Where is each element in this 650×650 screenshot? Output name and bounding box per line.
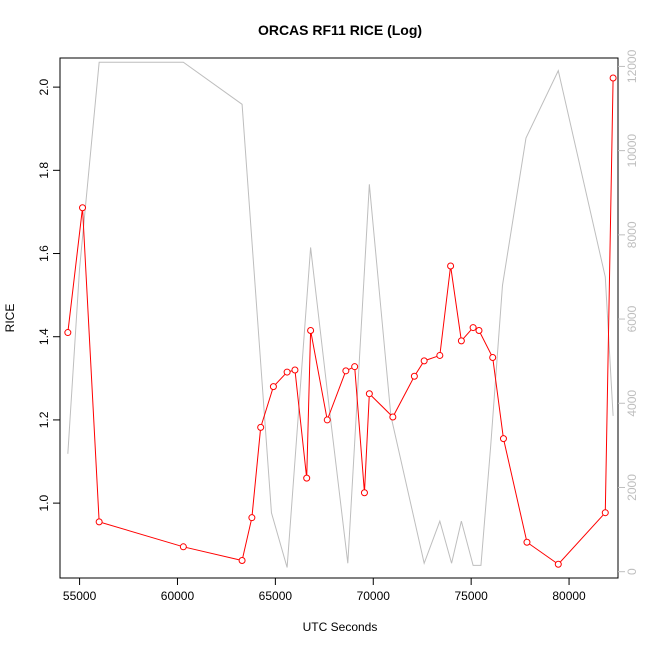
data-point xyxy=(475,326,483,334)
series-line-left xyxy=(67,77,614,565)
y2-tick-label: 4000 xyxy=(625,390,639,417)
data-point xyxy=(248,514,256,522)
data-point xyxy=(303,474,311,482)
y-tick-label: 1.2 xyxy=(37,411,51,428)
x-tick-label: 75000 xyxy=(454,589,488,603)
data-point xyxy=(410,372,418,380)
data-point xyxy=(523,538,531,546)
x-tick-label: 70000 xyxy=(357,589,391,603)
data-point xyxy=(79,204,87,212)
x-axis-label: UTC Seconds xyxy=(303,620,378,634)
y-axis: 1.0 1.2 1.4 1.6 1.8 2.0 xyxy=(37,78,60,511)
plot-box xyxy=(59,57,619,579)
data-point xyxy=(447,262,455,270)
data-point xyxy=(457,337,465,345)
y-tick-label: 2.0 xyxy=(37,78,51,95)
data-point xyxy=(269,383,277,391)
x-tick-label: 65000 xyxy=(259,589,293,603)
y2-tick-label: 8000 xyxy=(625,221,639,248)
series-line-right xyxy=(67,61,614,568)
data-point xyxy=(95,518,103,526)
y2-tick-label: 0 xyxy=(625,568,639,575)
data-point xyxy=(554,560,562,568)
x-axis: 55000 60000 65000 70000 75000 80000 xyxy=(63,578,586,603)
data-point xyxy=(469,324,477,332)
data-point xyxy=(257,423,265,431)
data-point xyxy=(238,557,246,565)
data-point xyxy=(601,509,609,517)
data-point xyxy=(323,416,331,424)
data-point xyxy=(307,326,315,334)
data-point xyxy=(360,489,368,497)
y2-axis: 0 2000 4000 6000 8000 10000 12000 xyxy=(618,49,639,575)
series-layer xyxy=(64,61,617,568)
x-tick-label: 80000 xyxy=(552,589,586,603)
y2-tick-label: 2000 xyxy=(625,474,639,501)
data-point xyxy=(291,366,299,374)
y-tick-label: 1.4 xyxy=(37,328,51,345)
y2-tick-label: 10000 xyxy=(625,134,639,168)
data-point xyxy=(283,368,291,376)
data-point xyxy=(365,390,373,398)
data-point xyxy=(389,413,397,421)
data-point xyxy=(489,354,497,362)
data-point xyxy=(420,357,428,365)
y-tick-label: 1.0 xyxy=(37,494,51,511)
data-point xyxy=(342,367,350,375)
data-point xyxy=(351,363,359,371)
y-tick-label: 1.8 xyxy=(37,162,51,179)
data-point xyxy=(609,74,617,82)
x-tick-label: 55000 xyxy=(63,589,97,603)
data-point xyxy=(179,543,187,551)
y2-tick-label: 6000 xyxy=(625,305,639,332)
data-point xyxy=(499,435,507,443)
x-tick-label: 60000 xyxy=(161,589,195,603)
y-tick-label: 1.6 xyxy=(37,245,51,262)
data-point xyxy=(64,329,72,337)
chart-title: ORCAS RF11 RICE (Log) xyxy=(258,22,422,38)
y2-tick-label: 12000 xyxy=(625,49,639,83)
y-axis-label: RICE xyxy=(3,304,17,333)
data-point xyxy=(436,351,444,359)
